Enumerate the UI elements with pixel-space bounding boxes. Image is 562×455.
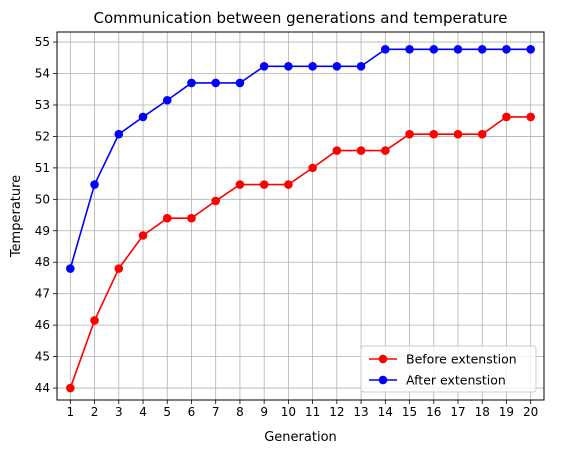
data-point [138, 231, 148, 240]
grid [57, 32, 544, 400]
legend-swatch-marker [378, 375, 388, 385]
data-point [381, 146, 390, 155]
data-point [90, 180, 99, 189]
series-1 [66, 112, 535, 393]
data-point [162, 95, 172, 105]
data-point [453, 129, 463, 139]
x-tick-label: 3 [115, 405, 123, 419]
y-tick-label: 55 [35, 35, 50, 49]
x-tick-label: 18 [475, 405, 490, 419]
x-tick-label: 8 [236, 405, 244, 419]
x-tick-label: 7 [212, 405, 220, 419]
x-tick-label: 13 [353, 405, 368, 419]
legend-label: After extenstion [406, 373, 506, 388]
x-tick-label: 19 [499, 405, 514, 419]
x-tick-label: 17 [450, 405, 465, 419]
data-point [211, 196, 220, 206]
legend-item: Before extenstion [369, 352, 517, 367]
data-point [114, 129, 124, 139]
x-tick-label: 9 [260, 405, 268, 419]
data-point [308, 61, 317, 71]
axis-ticks: 1 2 3 4 5 6 7 8 9 10 11 12 13 14 15 16 17 18 19 20444546474… [35, 35, 539, 419]
legend: Before extenstion After extenstion [360, 345, 537, 393]
y-tick-label: 51 [35, 161, 50, 175]
data-point [332, 146, 342, 155]
y-tick-label: 48 [35, 255, 50, 269]
y-tick-label: 49 [35, 224, 50, 238]
data-point [429, 129, 439, 139]
x-tick-label: 10 [281, 405, 296, 419]
data-point [187, 78, 196, 88]
data-point [526, 44, 535, 54]
y-tick-label: 53 [35, 98, 50, 112]
y-tick-label: 52 [35, 129, 50, 143]
data-point [502, 44, 511, 54]
x-tick-label: 14 [378, 405, 393, 419]
data-point [284, 180, 293, 189]
data-point [502, 112, 511, 122]
data-point [308, 163, 317, 173]
data-point [235, 180, 245, 189]
plot-area-frame [56, 31, 545, 401]
data-point [187, 213, 196, 223]
x-tick-label: 20 [523, 405, 538, 419]
chart-title: Communication between generations and te… [93, 9, 507, 27]
data-point [162, 213, 172, 223]
legend-box [360, 345, 537, 393]
data-point [381, 44, 390, 54]
x-tick-label: 4 [139, 405, 147, 419]
data-point [405, 44, 414, 54]
y-axis-title: Temperature [9, 175, 24, 258]
data-point [429, 44, 439, 54]
data-point [235, 78, 245, 88]
data-point [477, 44, 487, 54]
x-tick-label: 12 [329, 405, 344, 419]
x-axis-title: Generation [264, 430, 337, 445]
data-point [332, 61, 342, 71]
legend-swatch-marker [378, 354, 388, 364]
data-point [259, 61, 269, 71]
data-point [114, 264, 124, 273]
data-point [356, 146, 366, 155]
series-2 [66, 44, 535, 273]
y-tick-label: 54 [35, 67, 50, 81]
data-point [453, 44, 463, 54]
data-point [526, 112, 535, 122]
y-tick-label: 47 [35, 287, 50, 301]
x-tick-label: 1 [67, 405, 75, 419]
data-point [356, 61, 366, 71]
y-tick-label: 46 [35, 318, 50, 332]
data-point [284, 61, 293, 71]
y-tick-label: 45 [35, 350, 50, 364]
x-tick-label: 2 [91, 405, 99, 419]
series-layer [66, 44, 535, 393]
x-tick-label: 15 [402, 405, 417, 419]
x-tick-label: 11 [305, 405, 320, 419]
y-tick-label: 50 [35, 192, 50, 206]
data-point [90, 316, 99, 325]
y-tick-label: 44 [35, 381, 50, 395]
x-tick-label: 6 [188, 405, 196, 419]
data-point [66, 264, 75, 273]
data-point [66, 383, 75, 393]
x-tick-label: 16 [426, 405, 441, 419]
legend-item: After extenstion [369, 373, 506, 388]
data-point [211, 78, 220, 88]
data-point [405, 129, 414, 139]
data-point [138, 112, 148, 122]
data-point [259, 180, 269, 189]
data-point [477, 129, 487, 139]
legend-label: Before extenstion [406, 352, 517, 367]
x-tick-label: 5 [163, 405, 171, 419]
